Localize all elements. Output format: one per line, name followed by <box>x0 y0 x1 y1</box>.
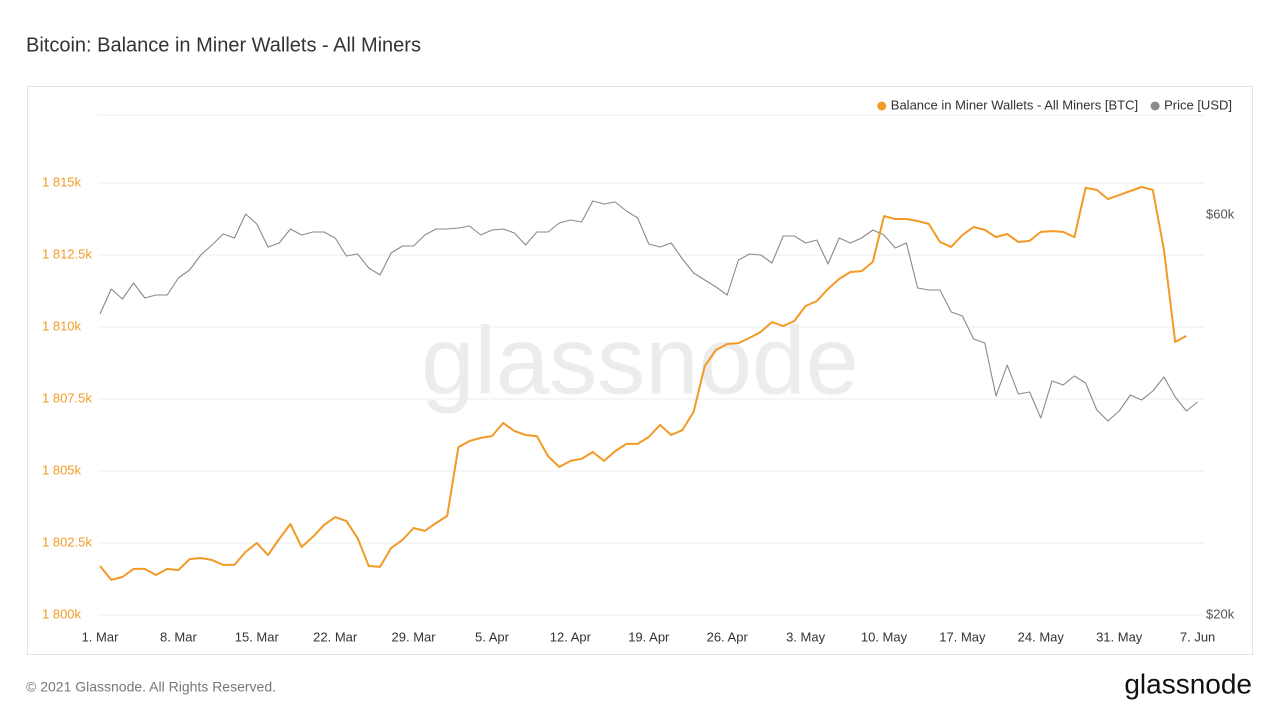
series-line <box>99 186 1187 581</box>
logo: glassnode <box>1124 668 1252 699</box>
x-tick-label: 1. Mar <box>82 629 120 644</box>
legend-marker <box>1150 101 1160 111</box>
legend-label: Balance in Miner Wallets - All Miners [B… <box>891 97 1138 112</box>
series-line <box>99 200 1198 422</box>
x-tick-label: 10. May <box>861 629 908 644</box>
y2-tick-label: $20k <box>1206 606 1235 621</box>
y-tick-label: 1 805k <box>42 462 82 477</box>
x-tick-label: 15. Mar <box>235 629 280 644</box>
legend-label: Price [USD] <box>1164 97 1232 112</box>
chart-title: Bitcoin: Balance in Miner Wallets - All … <box>26 34 421 56</box>
y-tick-label: 1 807.5k <box>42 390 92 405</box>
chart-frame <box>27 86 1253 655</box>
watermark: glassnode <box>421 307 859 414</box>
x-tick-label: 7. Jun <box>1180 629 1215 644</box>
x-tick-label: 17. May <box>939 629 986 644</box>
y-tick-label: 1 802.5k <box>42 534 92 549</box>
copyright: © 2021 Glassnode. All Rights Reserved. <box>26 679 276 695</box>
x-tick-label: 12. Apr <box>550 629 592 644</box>
y-tick-label: 1 812.5k <box>42 246 92 261</box>
legend-marker <box>877 101 887 111</box>
x-tick-label: 22. Mar <box>313 629 358 644</box>
x-tick-label: 5. Apr <box>475 629 510 644</box>
x-tick-label: 19. Apr <box>628 629 670 644</box>
y-tick-label: 1 810k <box>42 318 82 333</box>
y2-tick-label: $60k <box>1206 206 1235 221</box>
x-tick-label: 29. Mar <box>392 629 437 644</box>
x-tick-label: 31. May <box>1096 629 1143 644</box>
x-tick-label: 26. Apr <box>707 629 749 644</box>
y-tick-label: 1 815k <box>42 174 82 189</box>
x-tick-label: 8. Mar <box>160 629 198 644</box>
legend: Price [USD] Balance in Miner Wallets - Al… <box>877 97 1232 112</box>
x-tick-label: 24. May <box>1018 629 1065 644</box>
y-tick-label: 1 800k <box>42 606 82 621</box>
x-tick-label: 3. May <box>786 629 826 644</box>
